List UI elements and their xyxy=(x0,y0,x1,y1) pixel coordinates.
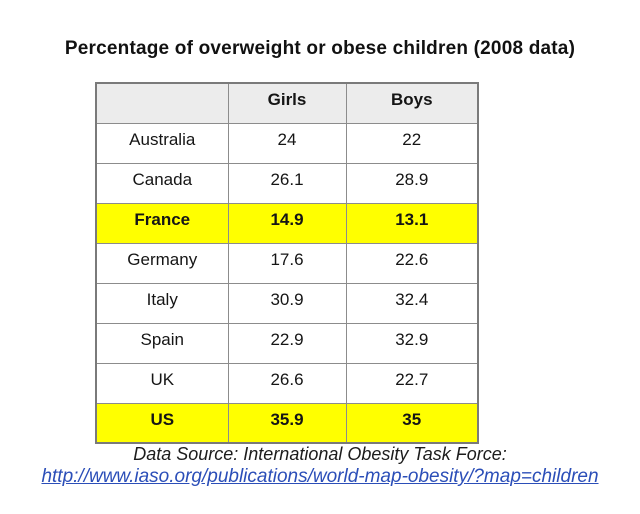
boys-value-cell: 22.6 xyxy=(345,242,479,284)
header-cell-country xyxy=(95,82,229,124)
boys-value-cell: 28.9 xyxy=(345,162,479,204)
table-row-australia: Australia 24 22 xyxy=(95,122,479,164)
girls-value-cell: 17.6 xyxy=(227,242,347,284)
girls-value-cell: 22.9 xyxy=(227,322,347,364)
header-cell-boys: Boys xyxy=(345,82,479,124)
table-row-canada: Canada 26.1 28.9 xyxy=(95,162,479,204)
table-row-france: France 14.9 13.1 xyxy=(95,202,479,244)
table-row-italy: Italy 30.9 32.4 xyxy=(95,282,479,324)
boys-value-cell: 32.9 xyxy=(345,322,479,364)
country-cell: UK xyxy=(95,362,229,404)
table-row-spain: Spain 22.9 32.9 xyxy=(95,322,479,364)
page-title: Percentage of overweight or obese childr… xyxy=(64,38,576,59)
country-cell: US xyxy=(95,402,229,444)
data-source-label: Data Source: International Obesity Task … xyxy=(133,444,507,464)
girls-value-cell: 35.9 xyxy=(227,402,347,444)
boys-value-cell: 22.7 xyxy=(345,362,479,404)
table-row-us: US 35.9 35 xyxy=(95,402,479,444)
boys-value-cell: 22 xyxy=(345,122,479,164)
boys-value-cell: 32.4 xyxy=(345,282,479,324)
obesity-table: Girls Boys Australia 24 22 Canada 26.1 2… xyxy=(95,82,479,444)
girls-value-cell: 14.9 xyxy=(227,202,347,244)
table-header-row: Girls Boys xyxy=(95,82,479,124)
girls-value-cell: 26.6 xyxy=(227,362,347,404)
girls-value-cell: 26.1 xyxy=(227,162,347,204)
girls-value-cell: 30.9 xyxy=(227,282,347,324)
header-cell-girls: Girls xyxy=(227,82,347,124)
country-cell: France xyxy=(95,202,229,244)
country-cell: Italy xyxy=(95,282,229,324)
country-cell: Australia xyxy=(95,122,229,164)
boys-value-cell: 35 xyxy=(345,402,479,444)
boys-value-cell: 13.1 xyxy=(345,202,479,244)
source-link-row: http://www.iaso.org/publications/world-m… xyxy=(0,466,640,488)
source-link[interactable]: http://www.iaso.org/publications/world-m… xyxy=(41,466,599,487)
table-row-germany: Germany 17.6 22.6 xyxy=(95,242,479,284)
country-cell: Canada xyxy=(95,162,229,204)
table-row-uk: UK 26.6 22.7 xyxy=(95,362,479,404)
girls-value-cell: 24 xyxy=(227,122,347,164)
country-cell: Germany xyxy=(95,242,229,284)
country-cell: Spain xyxy=(95,322,229,364)
